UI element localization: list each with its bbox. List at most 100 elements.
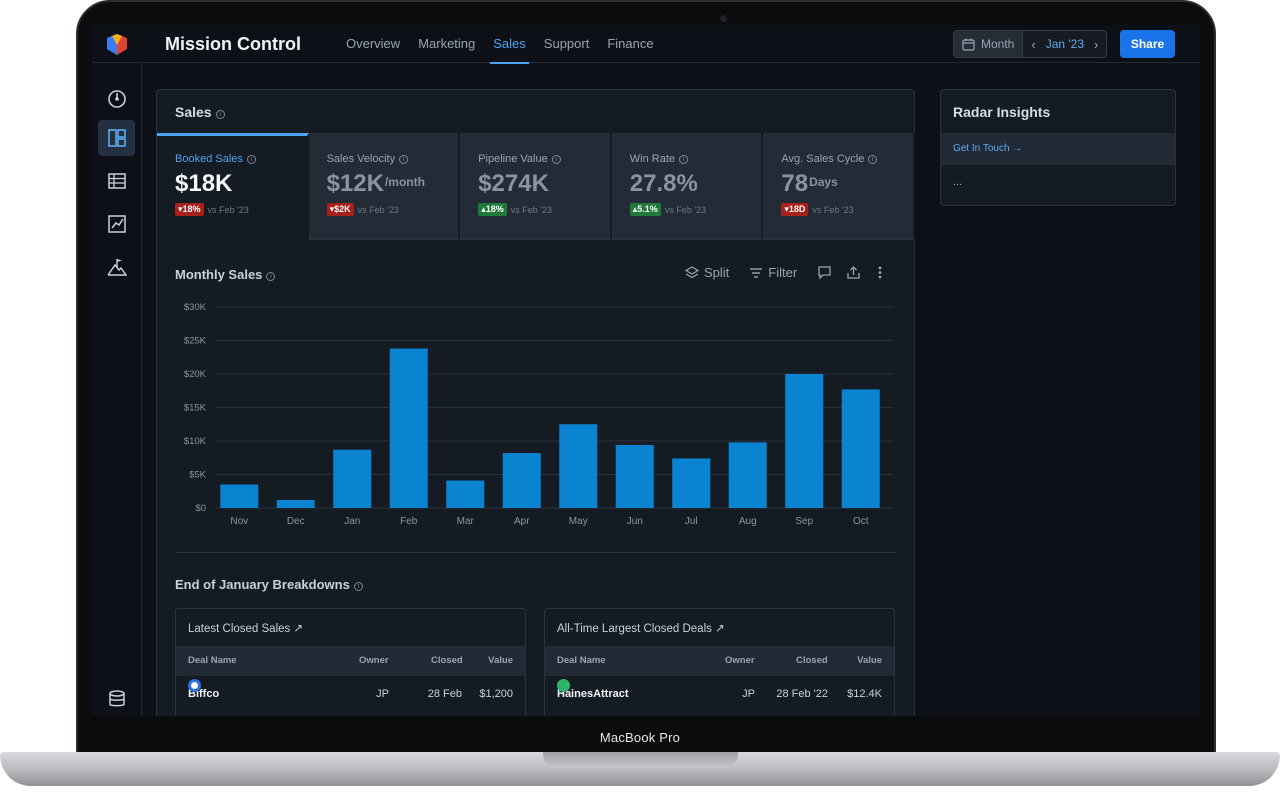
x-tick-label: Oct — [853, 516, 869, 527]
sidebar-item-table[interactable] — [98, 163, 135, 199]
mountain-flag-icon — [106, 259, 127, 276]
section-divider — [175, 552, 897, 553]
x-tick-label: Jan — [344, 516, 360, 527]
gauge-icon — [107, 90, 126, 108]
x-tick-label: Mar — [457, 516, 475, 527]
kpi-compare: vs Feb '23 — [357, 204, 399, 215]
app-screen: Mission Control Overview Marketing Sales… — [92, 25, 1200, 716]
info-icon[interactable]: i — [868, 155, 878, 164]
tab-overview[interactable]: Overview — [346, 36, 401, 51]
tab-sales[interactable]: Sales — [484, 25, 535, 64]
comment-icon[interactable] — [817, 265, 832, 280]
kpi-sales-velocity[interactable]: Sales Velocity i $12K/month ▾$2K vs Feb '23 — [308, 133, 461, 240]
info-icon[interactable]: i — [551, 155, 561, 164]
sales-card-title: Sales i — [175, 104, 225, 120]
x-tick-label: Dec — [287, 516, 305, 527]
bar-aug[interactable] — [728, 442, 767, 508]
info-icon[interactable]: i — [679, 155, 689, 164]
bar-jan[interactable] — [333, 449, 372, 508]
export-icon[interactable] — [846, 265, 861, 280]
bar-jun[interactable] — [615, 445, 654, 508]
kpi-delta: ▾18D vs Feb '23 — [781, 203, 913, 216]
period-selector[interactable]: Month — [954, 31, 1024, 57]
bar-apr[interactable] — [502, 453, 541, 508]
chevron-left-icon[interactable]: ‹ — [1031, 36, 1036, 52]
tab-support[interactable]: Support — [543, 36, 590, 51]
bar-jul[interactable] — [672, 458, 711, 508]
laptop-notch — [543, 752, 738, 768]
kpi-delta: ▾$2K vs Feb '23 — [326, 203, 459, 216]
table-header: Deal Name Owner Closed Value — [176, 646, 525, 676]
kpi-value: $274K — [478, 170, 549, 197]
info-icon[interactable]: i — [215, 110, 225, 119]
bar-may[interactable] — [559, 424, 598, 508]
deal-name: Biffco — [188, 679, 219, 709]
kpi-compare: vs Feb '23 — [510, 204, 552, 215]
kpi-pipeline-value[interactable]: Pipeline Value i $274K ▴18% vs Feb '23 — [460, 133, 612, 240]
sidebar-item-gauge[interactable] — [98, 81, 135, 117]
sidebar-item-goals[interactable] — [98, 249, 135, 285]
get-in-touch-label: Get In Touch — [953, 143, 1010, 154]
get-in-touch-link[interactable]: Get In Touch → — [953, 143, 1022, 154]
table-row[interactable]: HainesAttract JP 28 Feb '22 $12.4K — [545, 679, 894, 709]
camera-dot — [720, 15, 727, 22]
kpi-avg-sales-cycle[interactable]: Avg. Sales Cycle i 78Days ▾18D vs Feb '23 — [763, 133, 915, 240]
y-tick-label: $20K — [184, 369, 207, 380]
filter-button[interactable]: Filter — [749, 265, 797, 280]
column-header[interactable]: Deal Name — [557, 655, 606, 666]
chart-icon — [107, 215, 126, 233]
kpi-delta: ▴5.1% vs Feb '23 — [629, 203, 762, 216]
share-button[interactable]: Share — [1120, 30, 1175, 58]
tab-marketing[interactable]: Marketing — [418, 36, 476, 51]
column-header[interactable]: Owner — [359, 655, 389, 666]
more-options-icon[interactable] — [877, 265, 883, 280]
table-title[interactable]: Latest Closed Sales ↗ — [188, 623, 304, 635]
chart-toolbar: Split Filter — [685, 265, 883, 280]
sidebar-item-dashboard[interactable] — [98, 120, 135, 156]
kpi-booked-sales[interactable]: Booked Sales i $18K ▾18% vs Feb '23 — [157, 133, 309, 240]
kpi-label: Booked Sales i — [175, 153, 307, 165]
database-icon — [108, 690, 125, 707]
chevron-right-icon[interactable]: › — [1094, 36, 1099, 52]
column-header[interactable]: Owner — [725, 655, 755, 666]
x-tick-label: Sep — [795, 516, 813, 527]
deal-value: $1,200 — [479, 688, 513, 700]
column-header[interactable]: Closed — [431, 655, 463, 666]
bar-dec[interactable] — [276, 499, 315, 508]
table-row[interactable]: Biffco JP 28 Feb $1,200 — [176, 679, 525, 709]
date-control: Month ‹ Jan '23 › — [953, 30, 1108, 58]
kpi-unit: Days — [809, 175, 838, 189]
delta-down-badge: ▾18D — [781, 203, 809, 216]
latest-closed-sales-card: Latest Closed Sales ↗ Deal Name Owner Close… — [175, 608, 526, 716]
split-button[interactable]: Split — [685, 265, 729, 280]
column-header[interactable]: Closed — [796, 655, 828, 666]
calendar-icon — [962, 38, 975, 51]
sidebar-item-analytics[interactable] — [98, 206, 135, 242]
table-title[interactable]: All-Time Largest Closed Deals ↗ — [557, 623, 725, 635]
company-logo-icon — [188, 679, 201, 692]
y-tick-label: $0 — [195, 503, 206, 514]
info-icon[interactable]: i — [266, 272, 276, 281]
bar-nov[interactable] — [220, 484, 259, 508]
split-label: Split — [704, 265, 730, 280]
kpi-compare: vs Feb '23 — [207, 204, 249, 215]
info-icon[interactable]: i — [246, 155, 256, 164]
layers-icon — [685, 265, 699, 278]
column-header[interactable]: Value — [488, 655, 513, 666]
kpi-win-rate[interactable]: Win Rate i 27.8% ▴5.1% vs Feb '23 — [611, 133, 764, 240]
y-tick-label: $5K — [189, 470, 207, 481]
bar-mar[interactable] — [446, 480, 485, 508]
tab-finance[interactable]: Finance — [607, 36, 654, 51]
column-header[interactable]: Value — [857, 655, 882, 666]
bar-oct[interactable] — [841, 389, 880, 508]
bar-sep[interactable] — [785, 374, 824, 508]
info-icon[interactable]: i — [399, 155, 409, 164]
kpi-label: Pipeline Value i — [478, 153, 610, 165]
app-logo-icon[interactable] — [104, 31, 130, 57]
deal-closed-date: 28 Feb — [427, 688, 462, 700]
info-icon[interactable]: i — [353, 582, 363, 591]
column-header[interactable]: Deal Name — [188, 655, 237, 666]
x-tick-label: Jun — [627, 516, 643, 527]
bar-feb[interactable] — [389, 348, 428, 508]
sidebar-item-data[interactable] — [98, 681, 135, 716]
